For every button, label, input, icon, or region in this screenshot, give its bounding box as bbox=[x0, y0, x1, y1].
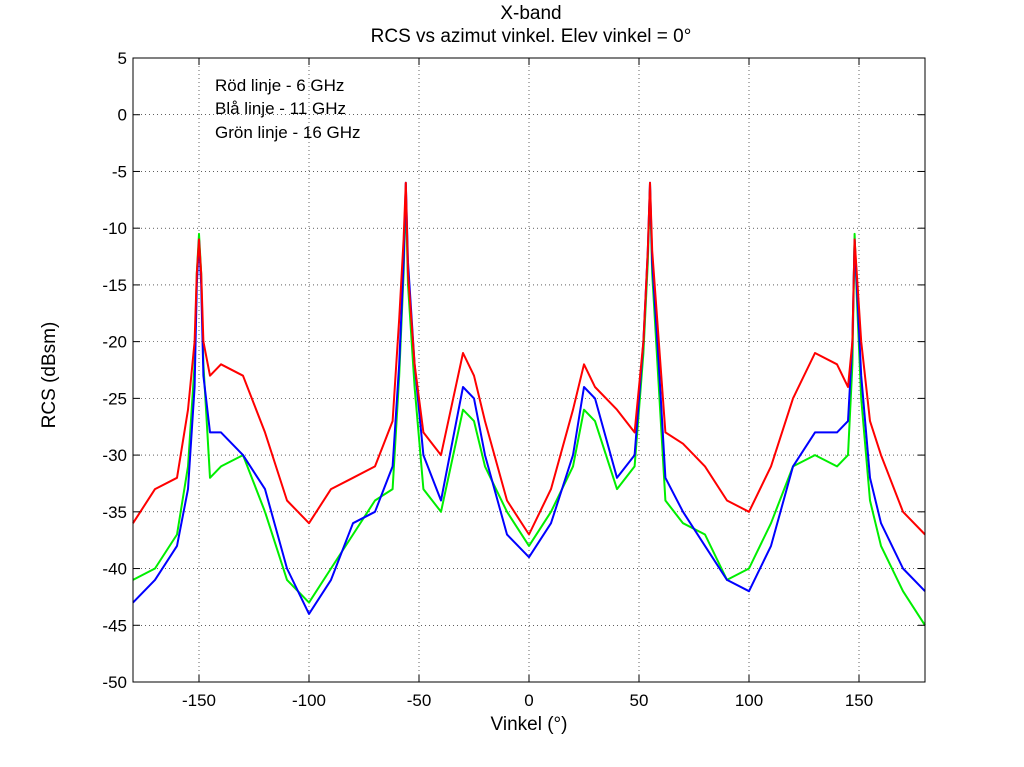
x-tick-label: -100 bbox=[292, 691, 326, 710]
y-tick-label: -5 bbox=[112, 162, 127, 181]
chart-subtitle: RCS vs azimut vinkel. Elev vinkel = 0° bbox=[371, 26, 692, 47]
y-tick-label: -10 bbox=[102, 219, 127, 238]
x-tick-label: -50 bbox=[407, 691, 432, 710]
annotation-red: Röd linje - 6 GHz bbox=[215, 76, 344, 95]
y-axis-label: RCS (dBsm) bbox=[39, 322, 60, 429]
legend-annotation: Röd linje - 6 GHz Blå linje - 11 GHz Grö… bbox=[215, 76, 361, 142]
series-6ghz-line bbox=[132, 181, 926, 536]
data-series bbox=[132, 181, 926, 626]
annotation-green: Grön linje - 16 GHz bbox=[215, 123, 361, 142]
x-tick-label: -150 bbox=[182, 691, 216, 710]
y-tick-label: -30 bbox=[102, 446, 127, 465]
x-tick-label: 100 bbox=[735, 691, 763, 710]
series-11ghz-line bbox=[132, 181, 926, 615]
y-tick-label: -15 bbox=[102, 276, 127, 295]
y-tick-label: -25 bbox=[102, 389, 127, 408]
y-tick-label: -40 bbox=[102, 560, 127, 579]
y-tick-label: -35 bbox=[102, 503, 127, 522]
series-16ghz-line bbox=[132, 187, 926, 626]
x-axis-label: Vinkel (°) bbox=[491, 714, 568, 735]
y-tick-label: -50 bbox=[102, 673, 127, 692]
y-tick-label: 5 bbox=[118, 49, 127, 68]
chart-title: X-band bbox=[500, 3, 561, 24]
x-tick-label: 50 bbox=[630, 691, 649, 710]
y-tick-label: 0 bbox=[118, 106, 127, 125]
x-tick-label: 0 bbox=[524, 691, 533, 710]
y-tick-label: -45 bbox=[102, 616, 127, 635]
x-tick-label: 150 bbox=[845, 691, 873, 710]
annotation-blue: Blå linje - 11 GHz bbox=[215, 99, 346, 118]
y-tick-label: -20 bbox=[102, 333, 127, 352]
axis-ticks: -150 -100 -50 0 50 100 15050-5-10-15-20-25-30-… bbox=[102, 49, 925, 710]
